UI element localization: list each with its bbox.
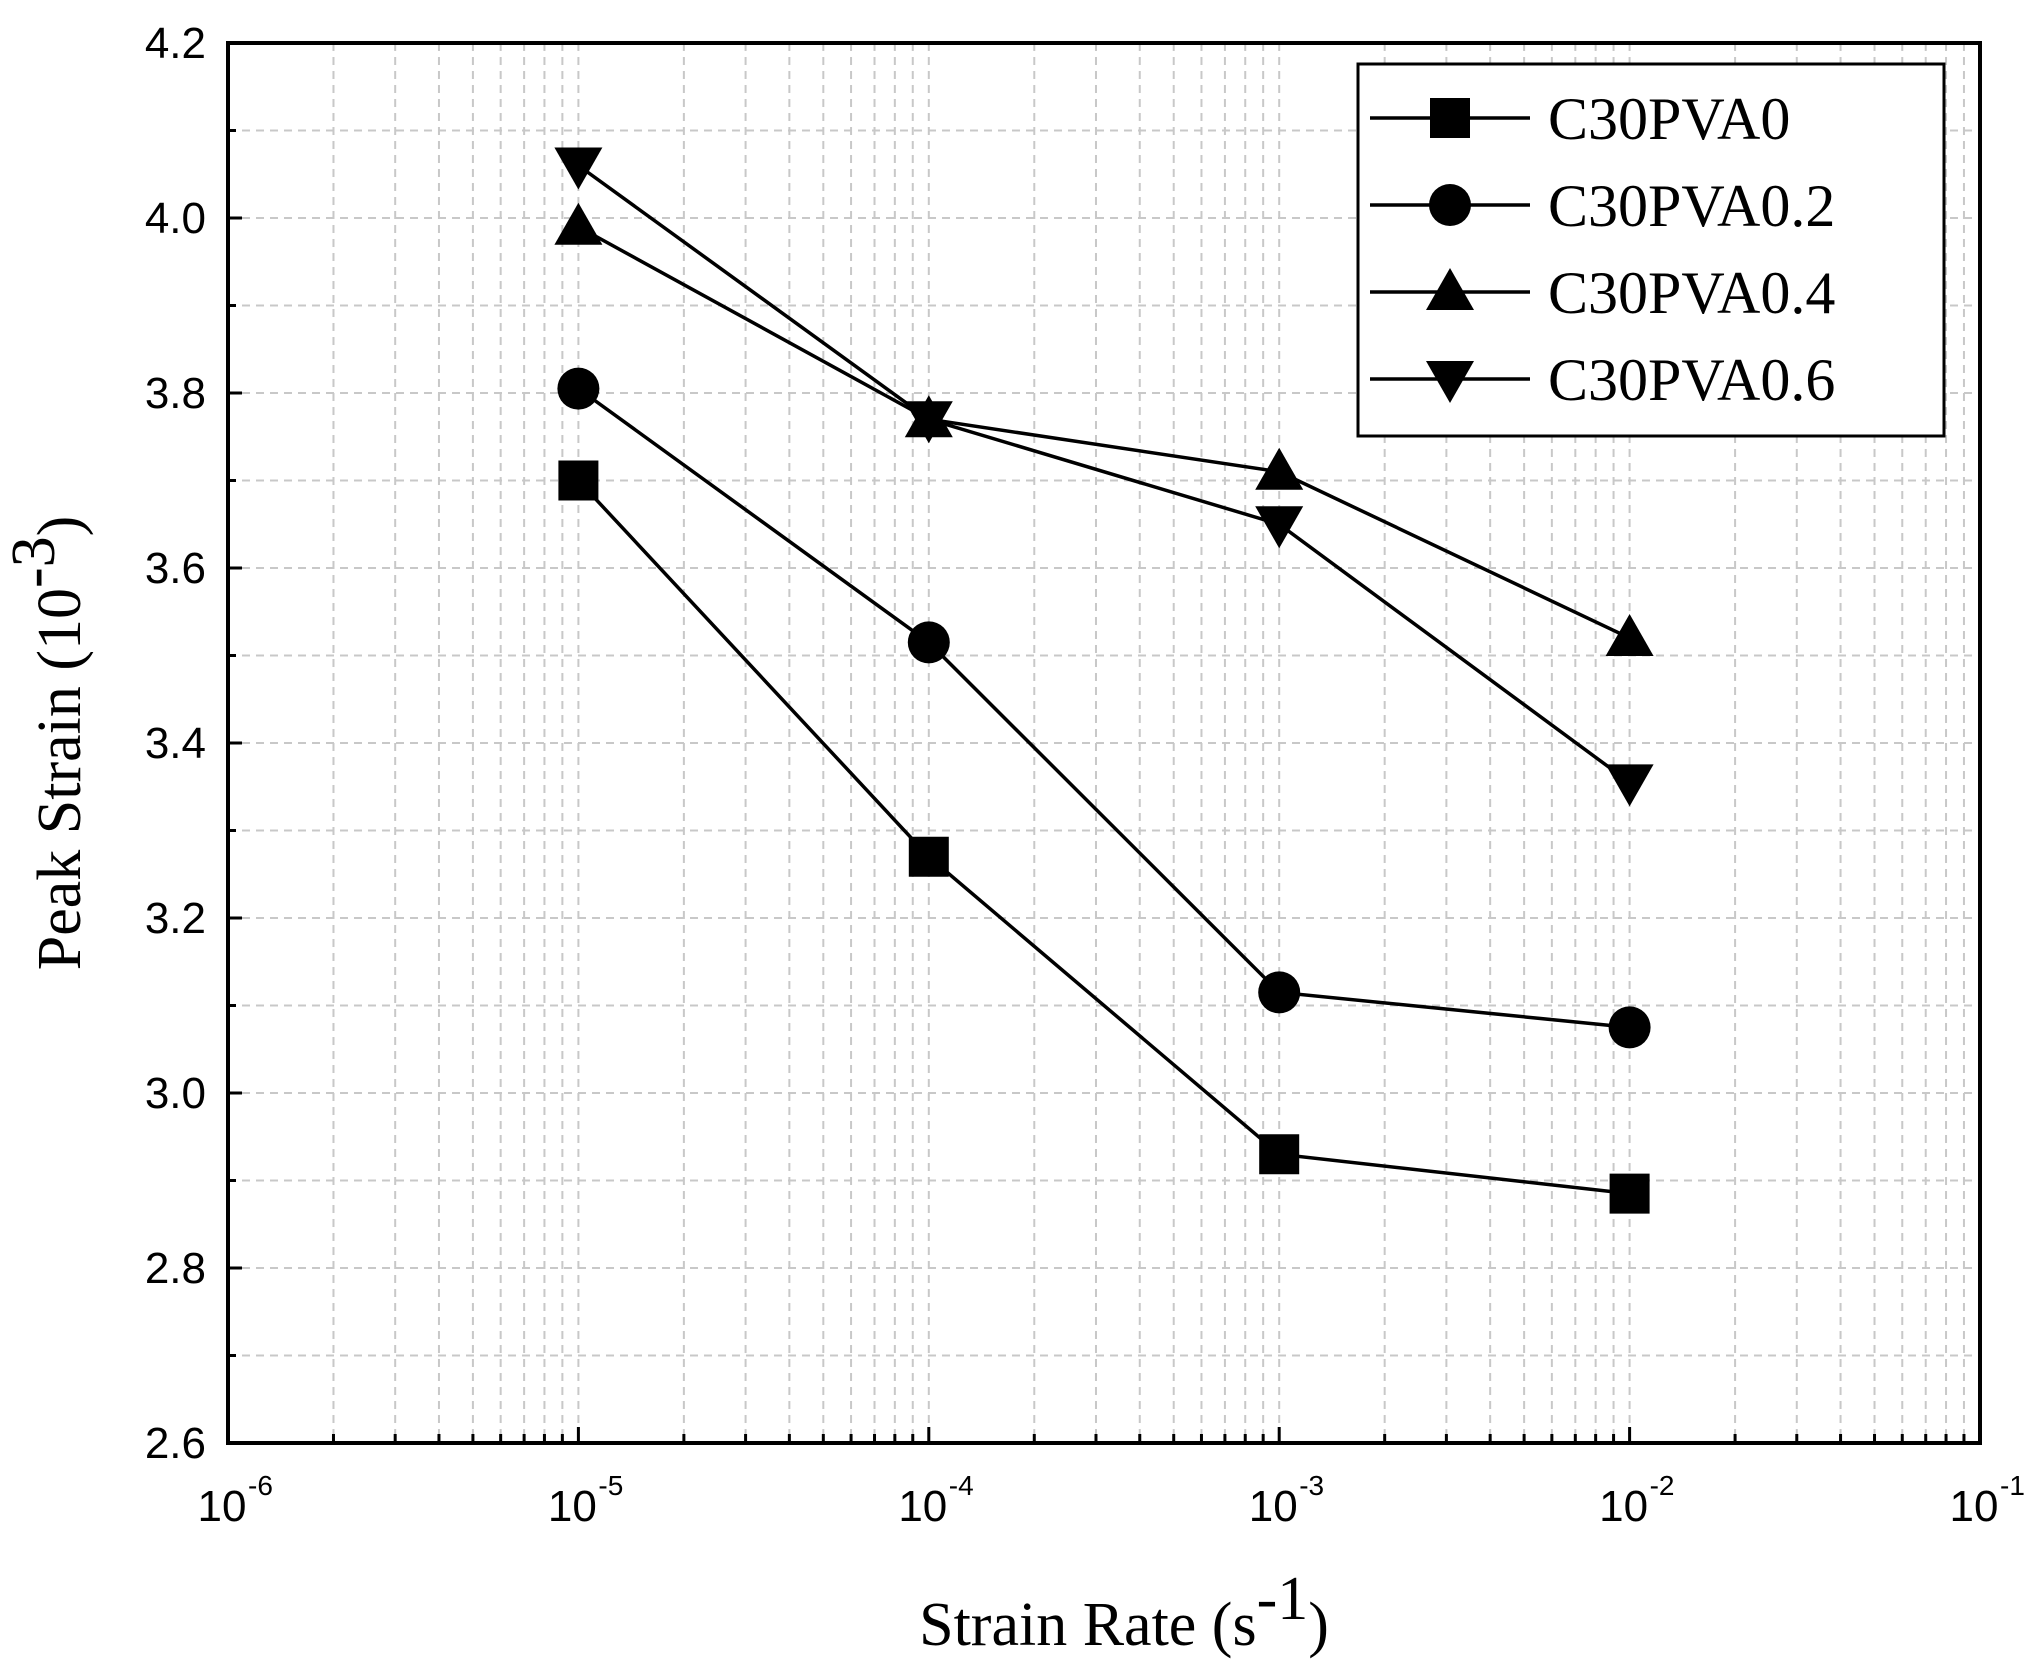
- legend-label: C30PVA0.6: [1548, 347, 1835, 413]
- x-tick-label-exponent: -1: [2000, 1470, 2025, 1501]
- data-point: [554, 202, 603, 245]
- series-C30PVA0.2: [557, 367, 1651, 1049]
- legend-marker: [1426, 268, 1474, 310]
- y-tick-label: 3.8: [145, 369, 206, 418]
- y-tick-label: 4.2: [145, 19, 206, 68]
- series: [554, 147, 1654, 1214]
- y-tick-label: 3.0: [145, 1069, 206, 1118]
- legend-marker: [1430, 98, 1470, 138]
- x-tick-label-exponent: -5: [598, 1470, 623, 1501]
- data-point: [1608, 1006, 1651, 1049]
- x-tick-label: 10: [1950, 1482, 1999, 1531]
- series-C30PVA0.4: [554, 202, 1654, 656]
- y-tick-label: 2.8: [145, 1244, 206, 1293]
- data-point: [1605, 764, 1654, 807]
- legend-marker: [1426, 361, 1474, 403]
- legend-item-C30PVA0: C30PVA0: [1370, 86, 1790, 152]
- series-C30PVA0: [558, 460, 1650, 1214]
- legend-item-C30PVA0.6: C30PVA0.6: [1370, 347, 1835, 413]
- y-tick-label: 3.6: [145, 544, 206, 593]
- data-point: [1609, 1173, 1650, 1214]
- x-tick-label: 10: [198, 1482, 247, 1531]
- data-point: [908, 836, 949, 877]
- x-tick-label: 10: [1599, 1482, 1648, 1531]
- y-tick-label: 4.0: [145, 194, 206, 243]
- x-tick-label: 10: [548, 1482, 597, 1531]
- data-point: [1258, 971, 1301, 1014]
- legend: C30PVA0 C30PVA0.2 C30PVA0.4 C30PVA0.6: [1356, 62, 1946, 438]
- series-line: [577, 387, 1630, 1030]
- legend-label: C30PVA0: [1548, 86, 1790, 152]
- legend-item-C30PVA0.2: C30PVA0.2: [1370, 173, 1835, 239]
- x-tick-label-exponent: -3: [1299, 1470, 1324, 1501]
- x-tick-label-exponent: -4: [949, 1470, 974, 1501]
- series-line: [577, 164, 1631, 784]
- data-point: [904, 401, 953, 444]
- y-tick-label: 2.6: [145, 1419, 206, 1468]
- y-tick-label: 3.2: [145, 894, 206, 943]
- x-tick-label-exponent: -2: [1650, 1470, 1675, 1501]
- x-tick-label-exponent: -6: [248, 1470, 273, 1501]
- data-point: [558, 460, 599, 501]
- y-tick-label: 3.4: [145, 719, 206, 768]
- data-point: [557, 367, 600, 410]
- x-axis-label: Strain Rate (s-1): [919, 1565, 1329, 1659]
- x-tick-label: 10: [1249, 1482, 1298, 1531]
- data-point: [1255, 447, 1304, 490]
- data-point: [1255, 506, 1304, 549]
- legend-item-C30PVA0.4: C30PVA0.4: [1370, 260, 1835, 326]
- data-point: [554, 147, 603, 190]
- series-line: [577, 479, 1630, 1196]
- legend-marker: [1429, 184, 1471, 226]
- data-point: [907, 621, 950, 664]
- y-axis-label: Peak Strain (10-3): [0, 516, 94, 971]
- axis-labels: Strain Rate (s-1) Peak Strain (10-3): [0, 516, 1329, 1659]
- data-point: [1605, 614, 1654, 656]
- series-line: [577, 225, 1631, 640]
- legend-label: C30PVA0.4: [1548, 260, 1835, 326]
- x-tick-label: 10: [898, 1482, 947, 1531]
- series-C30PVA0.6: [554, 147, 1654, 807]
- legend-label: C30PVA0.2: [1548, 173, 1835, 239]
- ticks: 2.62.83.03.23.43.63.84.04.210 -6 10 -5 10 -4 1…: [145, 19, 2025, 1531]
- grid: [228, 43, 1980, 1443]
- data-point: [1259, 1134, 1300, 1175]
